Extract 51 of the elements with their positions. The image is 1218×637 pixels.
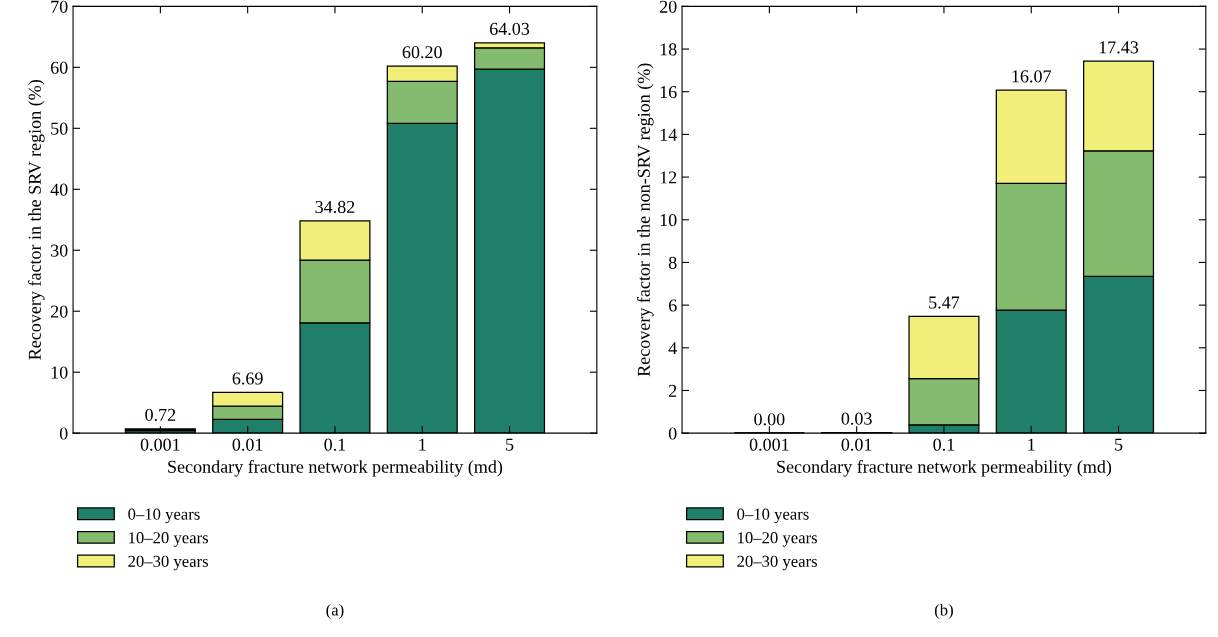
- y-tick-label: 6: [668, 299, 677, 312]
- total-label: 16.07: [1012, 70, 1052, 83]
- y-tick-label: 0: [668, 427, 677, 440]
- y-tick-label: 14: [660, 128, 677, 141]
- y-tick-label: 4: [668, 342, 677, 355]
- y-tick-label: 60: [50, 61, 68, 74]
- x-tick-label: 0.01: [841, 438, 872, 451]
- x-tick-label: 1: [419, 438, 426, 451]
- total-label: 64.03: [489, 22, 530, 36]
- x-tick-label: 0.001: [140, 438, 180, 451]
- x-tick-label: 5: [1115, 438, 1123, 451]
- x-tick-label: 0.001: [749, 438, 789, 451]
- text: (b): [934, 603, 953, 619]
- x-tick-label: 0.1: [324, 438, 346, 451]
- legend-label: 10–20 years: [738, 532, 817, 547]
- y-tick-label: 8: [668, 256, 677, 269]
- x-tick-label: 0.1: [933, 438, 955, 451]
- legend-label: 10–20 years: [129, 532, 208, 547]
- total-label: 60.20: [402, 46, 442, 59]
- y-tick-label: 10: [660, 214, 677, 227]
- total-label: 5.47: [929, 296, 960, 309]
- y-tick-label: 18: [660, 43, 677, 56]
- y-tick-label: 2: [668, 384, 677, 397]
- x-tick-label: 5: [506, 438, 514, 451]
- y-tick-label: 10: [51, 366, 68, 379]
- y-tick-label: 70: [51, 0, 68, 13]
- x-tick-label: 1: [1028, 438, 1035, 451]
- y-tick-label: 20: [659, 0, 677, 13]
- total-label: 17.43: [1099, 41, 1139, 54]
- y-tick-label: 50: [51, 122, 68, 135]
- legend-label: 20–30 years: [737, 555, 817, 571]
- y-tick-label: 0: [59, 427, 68, 440]
- y-axis-title: Recovery factor in the non-SRV region (%): [637, 63, 654, 377]
- legend-label: 0–10 years: [737, 508, 809, 524]
- y-tick-label: 40: [50, 183, 68, 196]
- x-axis-title: Secondary fracture network permeability (md): [168, 459, 503, 477]
- text: (a): [326, 603, 344, 619]
- total-label: 0.00: [754, 413, 785, 426]
- total-label: 0.03: [841, 412, 872, 425]
- y-axis-title: Recovery factor in the SRV region (%): [28, 80, 45, 360]
- x-axis-title: Secondary fracture network permeability (md): [777, 459, 1112, 477]
- y-tick-label: 30: [51, 244, 68, 257]
- y-tick-label: 12: [660, 171, 677, 184]
- y-tick-label: 20: [50, 305, 68, 318]
- total-label: 6.69: [232, 372, 263, 385]
- total-label: 0.72: [145, 408, 176, 422]
- legend-label: 20–30 years: [128, 555, 208, 571]
- x-tick-label: 0.01: [232, 438, 263, 451]
- legend-label: 0–10 years: [128, 508, 200, 524]
- y-tick-label: 16: [660, 86, 677, 99]
- total-label: 34.82: [315, 200, 355, 214]
